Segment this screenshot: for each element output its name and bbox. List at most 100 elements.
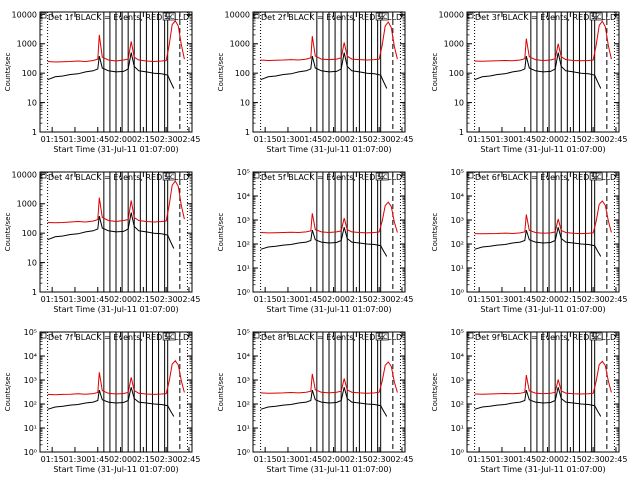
- detector-panel-8f: S C 10⁰ 10¹ 10² 10³ 10⁴ 10⁵ 01:15 01:30 01:45 02:00…: [217, 328, 413, 474]
- marker-box: [168, 12, 176, 21]
- marker-box: [381, 332, 389, 341]
- panel-title: Det 8f BLACK = Events, RED = LLD: [261, 333, 402, 342]
- x-tick-label: 02:00: [322, 295, 345, 304]
- x-tick-label: 02:45: [604, 135, 627, 144]
- x-tick-label: 02:00: [109, 135, 132, 144]
- x-tick-label: 01:30: [63, 295, 86, 304]
- y-tick-label: 10³: [237, 216, 250, 225]
- x-tick-label: 01:15: [468, 455, 491, 464]
- x-tick-label: 02:45: [390, 455, 413, 464]
- lld-series-line: [260, 361, 398, 394]
- events-series-line: [260, 227, 388, 257]
- y-tick-label: 10¹: [451, 264, 464, 273]
- y-tick-label: 1000: [444, 40, 464, 49]
- y-tick-label: 10²: [451, 400, 464, 409]
- y-tick-label: 10000: [225, 10, 250, 19]
- y-axis-label: Counts/sec: [4, 213, 12, 252]
- events-series-line: [474, 227, 602, 257]
- x-tick-label: 02:30: [368, 295, 391, 304]
- y-tick-label: 10: [454, 99, 464, 108]
- x-tick-label: 02:15: [132, 455, 155, 464]
- lld-series-line: [474, 20, 612, 62]
- x-tick-label: 02:00: [322, 135, 345, 144]
- y-tick-label: 100: [449, 69, 464, 78]
- y-tick-label: 10⁰: [451, 288, 464, 297]
- y-tick-label: 10²: [24, 400, 37, 409]
- lld-series-line: [260, 21, 398, 62]
- y-tick-label: 10⁵: [237, 328, 250, 337]
- marker-box-label: C: [597, 334, 601, 341]
- lld-series-line: [47, 180, 185, 224]
- marker-box-label: C: [597, 174, 601, 181]
- lld-series-line: [474, 200, 612, 235]
- marker-box: [168, 332, 176, 341]
- y-tick-label: 10⁵: [451, 328, 464, 337]
- marker-box-label: S: [377, 174, 381, 181]
- x-tick-label: 02:00: [109, 455, 132, 464]
- y-tick-label: 10⁴: [24, 352, 37, 361]
- x-tick-label: 01:15: [468, 135, 491, 144]
- y-tick-label: 10⁵: [451, 168, 464, 177]
- y-tick-label: 10¹: [237, 264, 250, 273]
- x-tick-label: 01:30: [276, 135, 299, 144]
- x-axis-label: Start Time (31-Jul-11 01:07:00): [266, 465, 391, 474]
- y-tick-label: 10: [27, 99, 37, 108]
- x-tick-label: 01:45: [299, 455, 322, 464]
- marker-box-label: S: [591, 334, 595, 341]
- events-series-line: [47, 212, 175, 249]
- detector-panel-7f: S C 10⁰ 10¹ 10² 10³ 10⁴ 10⁵ 01:15 01:30 01:45 02:00…: [4, 328, 200, 474]
- panel-title: Det 4f BLACK = Events, RED = LLD: [48, 173, 189, 182]
- panel-title: Det 3f BLACK = Events, RED = LLD: [475, 13, 616, 22]
- marker-box-label: S: [164, 174, 168, 181]
- y-tick-label: 10⁴: [451, 352, 464, 361]
- lld-series-line: [47, 20, 185, 63]
- marker-box-label: C: [170, 334, 174, 341]
- x-tick-label: 01:45: [513, 455, 536, 464]
- marker-box-label: C: [170, 14, 174, 21]
- x-tick-label: 02:15: [345, 455, 368, 464]
- x-tick-label: 02:00: [536, 135, 559, 144]
- lld-series-line: [474, 360, 612, 395]
- events-series-line: [47, 52, 175, 89]
- y-tick-label: 10000: [12, 10, 37, 19]
- panel-title: Det 7f BLACK = Events, RED = LLD: [48, 333, 189, 342]
- y-tick-label: 10¹: [237, 424, 250, 433]
- panel-title: Det 6f BLACK = Events, RED = LLD: [475, 173, 616, 182]
- marker-box: [381, 172, 389, 181]
- x-tick-label: 02:45: [390, 135, 413, 144]
- x-tick-label: 02:45: [604, 295, 627, 304]
- x-axis-label: Start Time (31-Jul-11 01:07:00): [53, 465, 178, 474]
- y-axis-label: Counts/sec: [431, 213, 439, 252]
- x-tick-label: 01:15: [254, 135, 277, 144]
- x-tick-label: 01:15: [254, 455, 277, 464]
- y-tick-label: 10²: [451, 240, 464, 249]
- y-tick-label: 10⁴: [237, 192, 250, 201]
- y-tick-label: 10000: [12, 170, 37, 179]
- events-series-line: [260, 387, 388, 417]
- events-series-line: [474, 52, 602, 89]
- x-tick-label: 02:15: [559, 455, 582, 464]
- lld-series-line: [47, 360, 185, 396]
- y-tick-label: 1: [459, 128, 464, 137]
- x-tick-label: 01:15: [41, 295, 64, 304]
- x-axis-label: Start Time (31-Jul-11 01:07:00): [266, 145, 391, 154]
- y-tick-label: 10²: [237, 400, 250, 409]
- y-tick-label: 10⁴: [237, 352, 250, 361]
- y-tick-label: 1: [245, 128, 250, 137]
- detector-panel-9f: S C 10⁰ 10¹ 10² 10³ 10⁴ 10⁵ 01:15 01:30 01:45 02:00…: [431, 328, 627, 474]
- y-tick-label: 10³: [451, 376, 464, 385]
- events-series-line: [47, 387, 175, 417]
- y-tick-label: 10²: [237, 240, 250, 249]
- detector-panel-5f: S C 10⁰ 10¹ 10² 10³ 10⁴ 10⁵ 01:15 01:30 01:45 02:00…: [217, 168, 413, 314]
- x-tick-label: 02:45: [604, 455, 627, 464]
- marker-box: [595, 172, 603, 181]
- y-tick-label: 1: [32, 288, 37, 297]
- events-series-line: [260, 52, 388, 89]
- marker-box-label: S: [164, 334, 168, 341]
- y-tick-label: 10⁰: [237, 288, 250, 297]
- x-tick-label: 01:45: [513, 295, 536, 304]
